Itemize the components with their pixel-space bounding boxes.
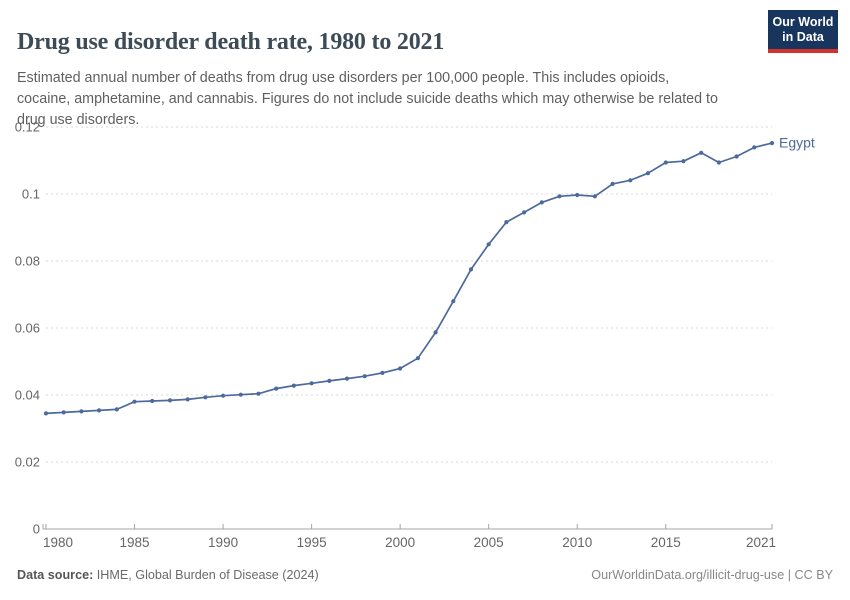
svg-text:0.1: 0.1 (22, 187, 40, 202)
svg-text:2010: 2010 (562, 535, 592, 550)
chart-footer: Data source: IHME, Global Burden of Dise… (17, 568, 833, 582)
svg-text:1980: 1980 (43, 535, 73, 550)
x-tick-labels: 1980 1985 1990 1995 2000 2005 2010 2015 2021 (43, 535, 776, 550)
data-source: Data source: IHME, Global Burden of Dise… (17, 568, 319, 582)
svg-text:2005: 2005 (474, 535, 504, 550)
owid-license-link[interactable]: OurWorldinData.org/illicit-drug-use | CC… (591, 568, 833, 582)
chart-title: Drug use disorder death rate, 1980 to 20… (17, 29, 445, 56)
owid-logo: Our World in Data (768, 10, 838, 53)
svg-text:0.06: 0.06 (15, 321, 40, 336)
chart-subtitle: Estimated annual number of deaths from d… (17, 70, 718, 129)
data-source-label: Data source: (17, 568, 94, 582)
svg-text:2015: 2015 (651, 535, 681, 550)
y-gridlines (46, 126, 772, 463)
svg-text:1995: 1995 (297, 535, 327, 550)
svg-text:1985: 1985 (120, 535, 150, 550)
svg-text:2000: 2000 (385, 535, 415, 550)
owid-logo-line1: Our World (772, 15, 834, 29)
svg-text:0.04: 0.04 (15, 388, 40, 403)
series-line-egypt[interactable] (45, 142, 773, 415)
line-chart[interactable]: 0 0.02 0.04 0.06 0.08 0.1 0.12 1980 1985 1990 1995… (0, 110, 850, 560)
data-source-value: IHME, Global Burden of Disease (2024) (93, 568, 319, 582)
y-tick-labels: 0 0.02 0.04 0.06 0.08 0.1 0.12 (15, 120, 40, 537)
svg-text:1990: 1990 (208, 535, 238, 550)
series-end-label[interactable]: Egypt (779, 135, 815, 151)
svg-text:0.08: 0.08 (15, 254, 40, 269)
svg-text:0.02: 0.02 (15, 455, 40, 470)
svg-text:2021: 2021 (746, 535, 776, 550)
svg-text:0.12: 0.12 (15, 120, 40, 135)
series-markers-egypt[interactable] (43, 141, 775, 416)
owid-logo-line2: in Data (782, 30, 824, 44)
svg-text:0: 0 (33, 522, 40, 537)
x-axis (42, 524, 773, 530)
